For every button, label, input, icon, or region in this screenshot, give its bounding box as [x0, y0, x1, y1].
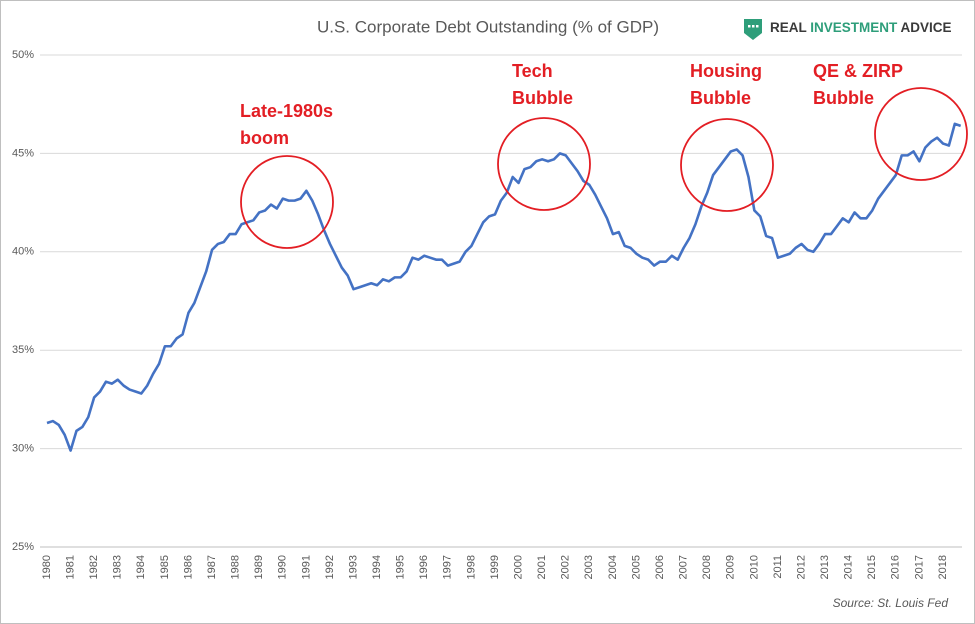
- annotation-text: Bubble: [690, 88, 751, 108]
- x-tick-label: 2008: [701, 555, 713, 579]
- x-tick-label: 2006: [654, 555, 666, 579]
- x-tick-label: 1994: [371, 555, 383, 579]
- y-tick-label: 40%: [12, 246, 34, 258]
- x-tick-label: 1986: [182, 555, 194, 579]
- x-tick-label: 1992: [324, 555, 336, 579]
- x-tick-label: 1987: [206, 555, 218, 579]
- y-tick-label: 45%: [12, 147, 34, 159]
- x-tick-label: 1988: [230, 555, 242, 579]
- annotation-text: QE & ZIRP: [813, 61, 903, 81]
- x-tick-label: 1993: [347, 555, 359, 579]
- annotation-text: Housing: [690, 61, 762, 81]
- x-tick-label: 1997: [442, 555, 454, 579]
- x-tick-label: 2002: [560, 555, 572, 579]
- x-tick-label: 2010: [748, 555, 760, 579]
- y-tick-label: 25%: [12, 541, 34, 553]
- y-tick-label: 35%: [12, 344, 34, 356]
- annotation-text: Bubble: [512, 88, 573, 108]
- x-tick-label: 2018: [937, 555, 949, 579]
- x-tick-label: 1981: [64, 555, 76, 579]
- x-tick-label: 1990: [277, 555, 289, 579]
- x-tick-label: 2007: [678, 555, 690, 579]
- y-tick-label: 30%: [12, 443, 34, 455]
- annotation-text: Tech: [512, 61, 553, 81]
- x-tick-label: 2017: [913, 555, 925, 579]
- x-tick-label: 2000: [512, 555, 524, 579]
- x-tick-label: 1995: [395, 555, 407, 579]
- x-tick-label: 1982: [88, 555, 100, 579]
- chart-title: U.S. Corporate Debt Outstanding (% of GD…: [317, 17, 659, 36]
- logo-icon: [744, 19, 762, 40]
- annotation-text: Bubble: [813, 88, 874, 108]
- x-tick-label: 1996: [418, 555, 430, 579]
- annotation-circle: [497, 117, 591, 211]
- x-tick-label: 2014: [843, 555, 855, 579]
- x-tick-label: 1989: [253, 555, 265, 579]
- x-tick-label: 1980: [41, 555, 53, 579]
- logo-dot: [748, 25, 751, 28]
- x-tick-label: 2013: [819, 555, 831, 579]
- x-tick-label: 2003: [583, 555, 595, 579]
- x-tick-label: 2009: [725, 555, 737, 579]
- x-tick-label: 1991: [300, 555, 312, 579]
- x-tick-label: 2011: [772, 555, 784, 579]
- x-tick-label: 2016: [890, 555, 902, 579]
- data-line: [46, 122, 962, 452]
- y-tick-label: 50%: [12, 49, 34, 61]
- x-tick-label: 2001: [536, 555, 548, 579]
- x-tick-label: 1985: [159, 555, 171, 579]
- x-tick-label: 1999: [489, 555, 501, 579]
- annotation-text: Late-1980s: [240, 101, 333, 121]
- logo-word: ADVICE: [901, 20, 952, 35]
- logo-word: INVESTMENT: [810, 20, 898, 35]
- logo-dot: [752, 25, 755, 28]
- x-tick-label: 1983: [112, 555, 124, 579]
- x-tick-label: 2004: [607, 555, 619, 579]
- annotation-circle: [240, 155, 334, 249]
- annotation-text: boom: [240, 128, 289, 148]
- x-tick-label: 2012: [795, 555, 807, 579]
- annotation-circle: [680, 118, 774, 212]
- logo-dot: [756, 25, 759, 28]
- logo-text: REAL INVESTMENT ADVICE: [770, 20, 952, 35]
- annotation-circle: [874, 87, 968, 181]
- x-tick-label: 1998: [465, 555, 477, 579]
- brand-logo: REAL INVESTMENT ADVICE: [744, 19, 952, 40]
- x-tick-label: 1984: [135, 555, 147, 579]
- x-tick-label: 2015: [866, 555, 878, 579]
- source-note: Source: St. Louis Fed: [833, 596, 949, 610]
- logo-word: REAL: [770, 20, 807, 35]
- x-tick-label: 2005: [630, 555, 642, 579]
